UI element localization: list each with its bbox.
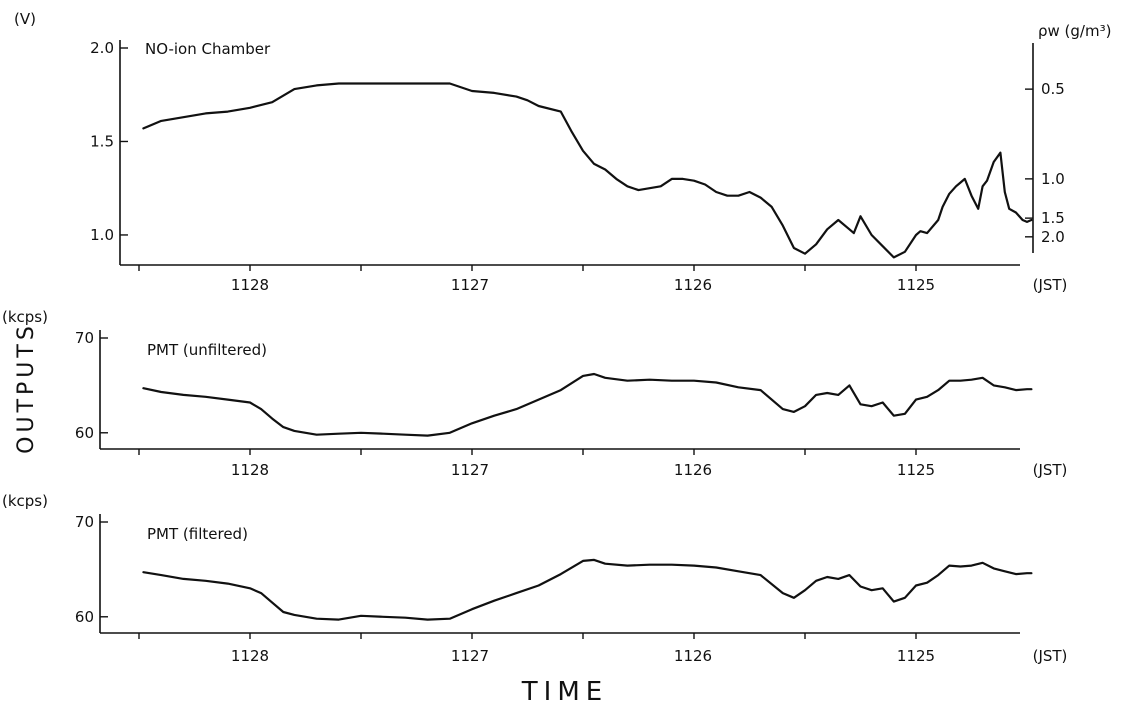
y-unit-label: (V)	[14, 10, 36, 28]
right-axis-label: ρw (g/m³)	[1038, 22, 1111, 40]
series-line	[142, 372, 1033, 437]
x-tick-label: 1128	[231, 461, 269, 479]
y-tick-label: 60	[75, 608, 94, 626]
right-tick-label: 2.0	[1041, 228, 1065, 246]
x-unit-label: (JST)	[1033, 276, 1068, 294]
panel-title: NO-ion Chamber	[145, 40, 271, 58]
x-tick-label: 1125	[897, 461, 935, 479]
x-tick-label: 1125	[897, 647, 935, 665]
right-tick-label: 1.0	[1041, 170, 1065, 188]
right-tick-label: 1.5	[1041, 209, 1065, 227]
panel-pmt-unfiltered: 60 70 1128 1127 1126 1125 (JST) (kcps) PMT (unfi…	[2, 308, 1067, 479]
x-tick-label: 1126	[674, 647, 712, 665]
series-line	[142, 82, 1033, 259]
x-tick-label: 1127	[451, 276, 489, 294]
x-unit-label: (JST)	[1033, 461, 1068, 479]
y-tick-label: 1.5	[90, 132, 114, 150]
panel-title: PMT (unfiltered)	[147, 341, 267, 359]
series-line	[142, 558, 1033, 621]
x-tick-label: 1127	[451, 647, 489, 665]
panel-title: PMT (filtered)	[147, 525, 248, 543]
x-tick-label: 1126	[674, 276, 712, 294]
y-axis-title: OUTPUTS	[14, 322, 39, 454]
x-tick-label: 1125	[897, 276, 935, 294]
y-tick-label: 2.0	[90, 39, 114, 57]
x-tick-label: 1128	[231, 276, 269, 294]
x-tick-label: 1126	[674, 461, 712, 479]
y-unit-label: (kcps)	[2, 492, 48, 510]
right-tick-label: 0.5	[1041, 80, 1065, 98]
y-tick-label: 1.0	[90, 226, 114, 244]
panel-pmt-filtered: 60 70 1128 1127 1126 1125 (JST) (kcps) PMT (filt…	[2, 492, 1067, 665]
y-unit-label: (kcps)	[2, 308, 48, 326]
x-unit-label: (JST)	[1033, 647, 1068, 665]
x-axis-title: TIME	[521, 677, 608, 707]
y-tick-label: 70	[75, 513, 94, 531]
y-tick-label: 60	[75, 424, 94, 442]
y-tick-label: 70	[75, 329, 94, 347]
x-tick-label: 1128	[231, 647, 269, 665]
x-tick-label: 1127	[451, 461, 489, 479]
